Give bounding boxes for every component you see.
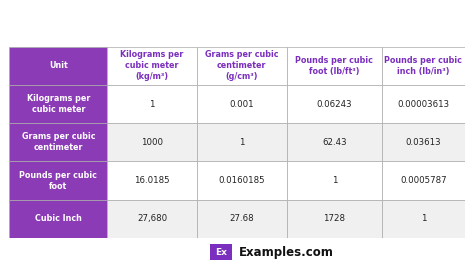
Text: 1: 1 <box>332 176 337 185</box>
Text: 0.03613: 0.03613 <box>406 138 441 147</box>
Bar <box>382 47 465 85</box>
Text: Grams per cubic
centimeter
(g/cm³): Grams per cubic centimeter (g/cm³) <box>205 50 279 81</box>
Bar <box>287 47 382 85</box>
Bar <box>197 47 287 85</box>
Bar <box>197 200 287 238</box>
Bar <box>107 123 197 161</box>
Text: 0.0005787: 0.0005787 <box>400 176 447 185</box>
Text: 27.68: 27.68 <box>229 214 254 223</box>
Bar <box>107 47 197 85</box>
Bar <box>9 200 107 238</box>
Bar <box>382 123 465 161</box>
Bar <box>9 161 107 200</box>
Text: Pounds per cubic
inch (lb/in³): Pounds per cubic inch (lb/in³) <box>384 56 462 76</box>
Bar <box>197 161 287 200</box>
Bar <box>210 244 232 260</box>
Bar <box>382 85 465 123</box>
Bar <box>382 161 465 200</box>
Bar <box>287 123 382 161</box>
Bar <box>9 85 107 123</box>
Text: 1: 1 <box>239 138 245 147</box>
Text: Cubic Inch: Cubic Inch <box>35 214 82 223</box>
Bar <box>9 123 107 161</box>
Text: 27,680: 27,680 <box>137 214 167 223</box>
Text: 0.0160185: 0.0160185 <box>219 176 265 185</box>
Bar <box>107 85 197 123</box>
Text: Kilograms per
cubic meter: Kilograms per cubic meter <box>27 94 90 114</box>
Text: 0.06243: 0.06243 <box>317 99 352 109</box>
Text: 62.43: 62.43 <box>322 138 346 147</box>
Bar <box>9 47 107 85</box>
Bar <box>197 123 287 161</box>
Bar <box>287 85 382 123</box>
Bar <box>287 200 382 238</box>
Text: Pounds per cubic
foot: Pounds per cubic foot <box>19 171 97 191</box>
Text: Unit: Unit <box>49 61 68 70</box>
Text: 16.0185: 16.0185 <box>134 176 170 185</box>
Text: 1000: 1000 <box>141 138 163 147</box>
Text: Kilograms per
cubic meter
(kg/m³): Kilograms per cubic meter (kg/m³) <box>120 50 184 81</box>
Text: 1728: 1728 <box>323 214 346 223</box>
Text: Ex: Ex <box>215 248 227 256</box>
Text: 0.001: 0.001 <box>229 99 254 109</box>
Bar <box>107 161 197 200</box>
Bar <box>197 85 287 123</box>
Bar <box>107 200 197 238</box>
Text: Grams per cubic
centimeter: Grams per cubic centimeter <box>22 132 95 152</box>
Text: CONVERSION OF DENSITY UNITS: CONVERSION OF DENSITY UNITS <box>65 14 409 33</box>
Bar <box>287 161 382 200</box>
Text: 1: 1 <box>420 214 426 223</box>
Text: 0.00003613: 0.00003613 <box>397 99 449 109</box>
Bar <box>382 200 465 238</box>
Text: 1: 1 <box>149 99 155 109</box>
Text: Examples.com: Examples.com <box>239 246 334 259</box>
Text: Pounds per cubic
foot (lb/ft³): Pounds per cubic foot (lb/ft³) <box>295 56 374 76</box>
